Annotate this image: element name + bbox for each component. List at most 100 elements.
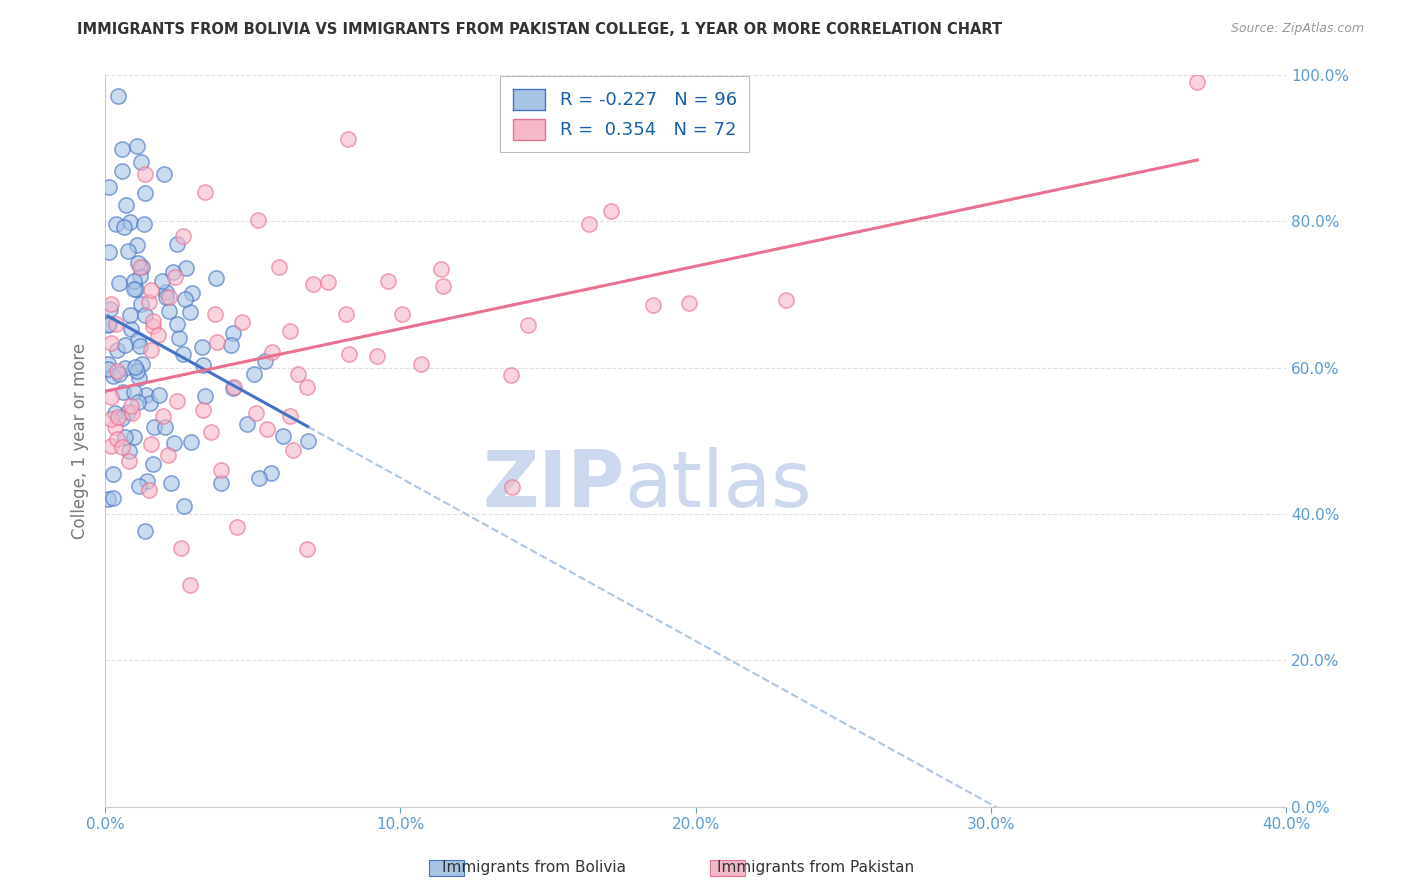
Point bbox=[108, 276, 131, 290]
Point bbox=[135, 388, 157, 402]
Point bbox=[391, 306, 413, 320]
Point bbox=[194, 389, 217, 403]
Point bbox=[115, 198, 138, 212]
Point bbox=[499, 368, 522, 382]
Point bbox=[200, 425, 222, 439]
Point bbox=[100, 335, 122, 350]
Point bbox=[170, 541, 193, 556]
Point bbox=[125, 283, 148, 297]
Point bbox=[204, 307, 226, 321]
Point bbox=[207, 334, 229, 349]
Point bbox=[366, 349, 388, 363]
Point bbox=[127, 255, 149, 269]
Point bbox=[128, 479, 150, 493]
Point bbox=[283, 442, 305, 457]
Point bbox=[111, 440, 134, 454]
Point bbox=[98, 180, 121, 194]
Point bbox=[157, 304, 180, 318]
Point bbox=[114, 361, 136, 376]
Point bbox=[100, 297, 122, 311]
Point bbox=[120, 399, 142, 413]
Point bbox=[97, 492, 120, 507]
Point bbox=[243, 367, 266, 381]
Point bbox=[219, 338, 242, 352]
Point bbox=[205, 270, 228, 285]
Point bbox=[297, 542, 319, 557]
Point bbox=[194, 185, 217, 199]
Point bbox=[142, 457, 165, 471]
Point bbox=[162, 265, 184, 279]
Text: Source: ZipAtlas.com: Source: ZipAtlas.com bbox=[1230, 22, 1364, 36]
Point bbox=[179, 305, 201, 319]
Point bbox=[146, 327, 169, 342]
Point bbox=[108, 367, 131, 381]
Point bbox=[134, 308, 156, 322]
Point bbox=[236, 417, 259, 431]
Point bbox=[221, 326, 243, 341]
Point bbox=[100, 412, 122, 426]
Point bbox=[105, 343, 128, 357]
Point bbox=[245, 405, 267, 419]
Point bbox=[297, 434, 319, 448]
Point bbox=[111, 410, 134, 425]
Point bbox=[1187, 75, 1209, 89]
Point bbox=[142, 318, 165, 333]
Point bbox=[278, 409, 301, 423]
Point bbox=[111, 164, 134, 178]
Point bbox=[226, 520, 249, 534]
Point bbox=[775, 293, 797, 307]
Point bbox=[105, 432, 128, 446]
Point bbox=[97, 357, 120, 371]
Point bbox=[104, 419, 127, 434]
Point bbox=[172, 229, 194, 244]
Point bbox=[100, 440, 122, 454]
Point bbox=[174, 260, 197, 275]
Point bbox=[128, 339, 150, 353]
Point bbox=[174, 292, 197, 306]
Point bbox=[377, 274, 399, 288]
Point bbox=[191, 358, 214, 372]
Point bbox=[134, 524, 156, 538]
Point bbox=[104, 406, 127, 420]
Point bbox=[134, 218, 156, 232]
Text: ZIP: ZIP bbox=[482, 447, 624, 523]
Point bbox=[256, 422, 278, 436]
Point bbox=[316, 275, 339, 289]
Point bbox=[278, 324, 301, 338]
Point bbox=[599, 204, 621, 219]
Point bbox=[107, 364, 129, 378]
Point bbox=[139, 396, 162, 410]
Text: IMMIGRANTS FROM BOLIVIA VS IMMIGRANTS FROM PAKISTAN COLLEGE, 1 YEAR OR MORE CORR: IMMIGRANTS FROM BOLIVIA VS IMMIGRANTS FR… bbox=[77, 22, 1002, 37]
Point bbox=[259, 466, 281, 480]
Point bbox=[222, 381, 245, 395]
Point bbox=[97, 318, 120, 333]
Point bbox=[111, 142, 134, 156]
Point bbox=[578, 217, 600, 231]
Point bbox=[179, 577, 201, 591]
Point bbox=[118, 308, 141, 322]
Point bbox=[271, 429, 294, 443]
Point bbox=[641, 298, 664, 312]
Point bbox=[118, 443, 141, 458]
Point bbox=[112, 384, 135, 399]
Point bbox=[247, 471, 270, 485]
Point bbox=[160, 475, 183, 490]
Point bbox=[128, 371, 150, 385]
Point bbox=[193, 403, 215, 417]
Point bbox=[138, 294, 160, 309]
Point bbox=[150, 274, 173, 288]
Point bbox=[127, 333, 149, 347]
Text: Immigrants from Pakistan: Immigrants from Pakistan bbox=[717, 860, 914, 874]
Text: atlas: atlas bbox=[624, 447, 813, 523]
Point bbox=[104, 217, 127, 231]
Point bbox=[335, 308, 357, 322]
Point bbox=[122, 274, 145, 288]
Point bbox=[134, 186, 156, 200]
Point bbox=[118, 454, 141, 468]
Point bbox=[153, 167, 176, 181]
Point bbox=[97, 362, 120, 376]
Point bbox=[156, 449, 179, 463]
Point bbox=[131, 357, 153, 371]
Point bbox=[224, 380, 246, 394]
Point bbox=[127, 238, 149, 252]
